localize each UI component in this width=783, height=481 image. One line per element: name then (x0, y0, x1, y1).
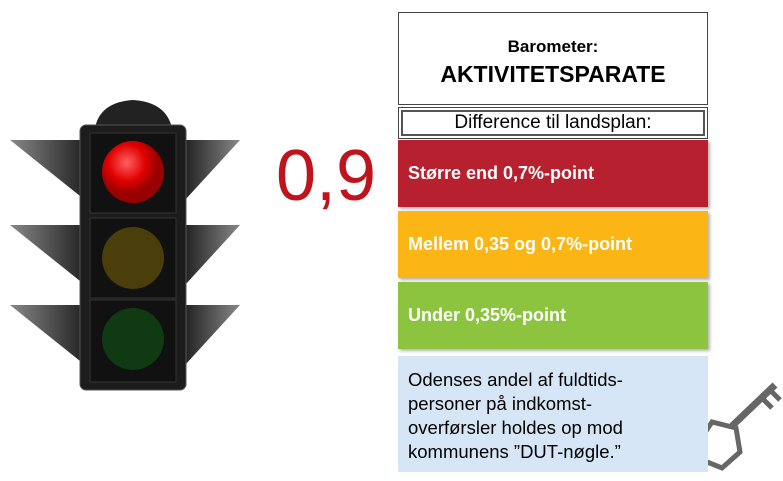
note-line: kommunens ”DUT-nøgle.” (408, 440, 698, 464)
level-green: Under 0,35%-point (398, 282, 708, 349)
note-line: overførsler holdes op mod (408, 416, 698, 440)
traffic-light (10, 100, 240, 390)
title-box: Barometer: AKTIVITETSPARATE (398, 12, 708, 105)
difference-label: Difference til landsplan: (401, 110, 705, 136)
subtitle: AKTIVITETSPARATE (399, 61, 707, 88)
note-line: Odenses andel af fuldtids- (408, 368, 698, 392)
note-box: Odenses andel af fuldtids- personer på i… (398, 356, 708, 472)
key-icon (700, 385, 780, 468)
title: Barometer: (399, 37, 707, 57)
note-line: personer på indkomst- (408, 392, 698, 416)
page: Barometer: AKTIVITETSPARATE 0,9 Differen… (0, 0, 783, 481)
value: 0,9 (276, 136, 376, 216)
level-red: Større end 0,7%-point (398, 140, 708, 207)
level-yellow: Mellem 0,35 og 0,7%-point (398, 211, 708, 278)
difference-box: Difference til landsplan: (398, 107, 708, 139)
